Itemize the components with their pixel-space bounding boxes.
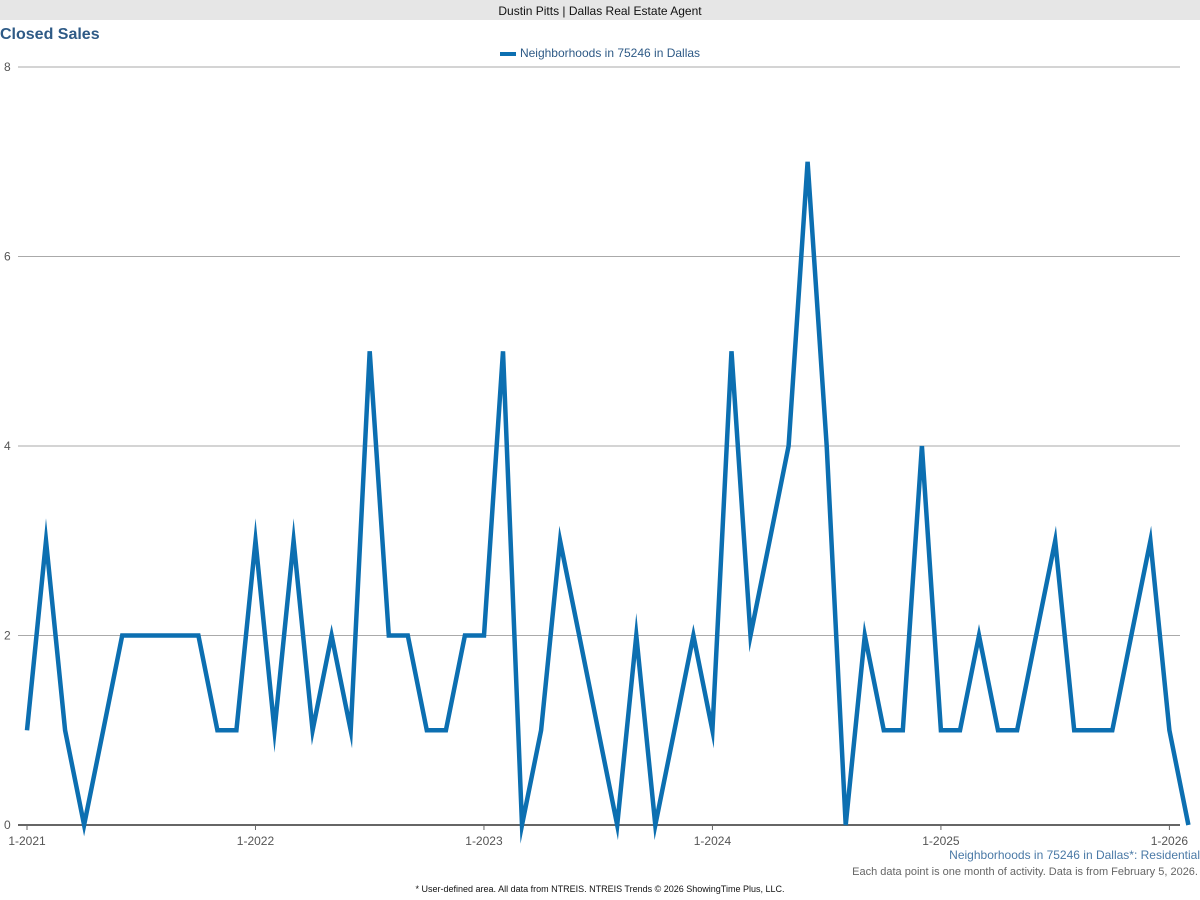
x-tick-label: 1-2021 (8, 834, 46, 848)
x-tick-label: 1-2026 (1151, 834, 1189, 848)
source-note: * User-defined area. All data from NTREI… (415, 884, 785, 894)
x-tick-label: 1-2022 (237, 834, 275, 848)
y-tick-label: 0 (4, 818, 11, 832)
x-tick-label: 1-2024 (694, 834, 732, 848)
series-line (24, 161, 1191, 844)
y-tick-label: 8 (4, 60, 11, 74)
chart-title: Closed Sales (0, 26, 100, 43)
x-tick-label: 1-2025 (922, 834, 960, 848)
legend-swatch (499, 51, 516, 56)
data-note: Each data point is one month of activity… (852, 866, 1198, 878)
x-tick-label: 1-2023 (465, 834, 503, 848)
chart-legend: Neighborhoods in 75246 in Dallas (0, 46, 1200, 60)
y-tick-label: 2 (4, 629, 11, 643)
area-label: Neighborhoods in 75246 in Dallas*: Resid… (949, 848, 1200, 862)
agent-banner: Dustin Pitts | Dallas Real Estate Agent (0, 0, 1200, 20)
legend-label: Neighborhoods in 75246 in Dallas (519, 46, 701, 60)
y-tick-label: 4 (4, 439, 11, 453)
y-tick-label: 6 (4, 250, 11, 264)
